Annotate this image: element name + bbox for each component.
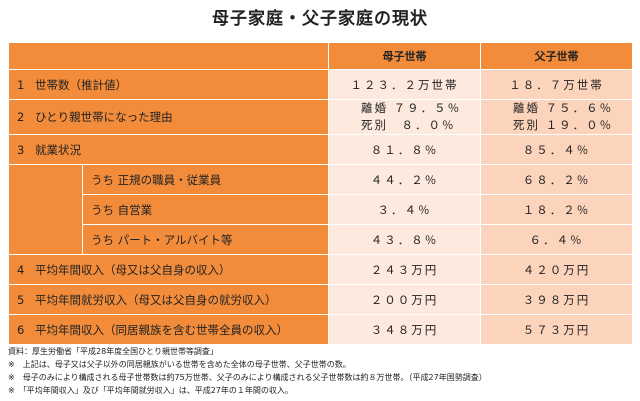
header-blank [8,42,329,70]
row-label: うち 正規の職員・従業員 [82,164,329,195]
header-father: 父子世帯 [480,42,633,70]
row-label: うち パート・アルバイト等 [82,224,329,255]
cell-father: １８．７万世帯 [480,69,633,100]
footnote: ※ 「平均年間収入」及び「平均年間就労収入」は、平成27年の１年間の収入。 [8,386,293,395]
row-label-text: ひとり親世帯になった理由 [35,110,173,124]
cell-father: 離婚 ７５．６％ 死別 １９．０％ [480,99,633,135]
table-row: 3 就業状況 ８１．８％ ８５．４％ [8,134,633,165]
row-label: うち 自営業 [82,194,329,225]
table-row: うち 自営業 ３．４％ １８．２％ [9,194,633,225]
row-number: 1 [17,77,25,92]
row-label-text: 世帯数（推計値） [35,77,127,92]
row-number: 6 [17,322,25,337]
row-label: 5 平均年間就労収入（母又は父自身の就労収入） [8,284,329,315]
cell-mother: ４４．２％ [328,164,481,195]
cell-line: 死別 ８．０％ [361,118,456,132]
cell-father: １８．２％ [480,194,633,225]
cell-father: ６．４％ [480,224,633,255]
row-label: 4 平均年間収入（母又は父自身の収入） [8,254,329,285]
row-number: 3 [17,142,25,157]
table-row: うち 正規の職員・従業員 ４４．２％ ６８．２％ [8,164,633,255]
footnote: ※ 母子のみにより構成される母子世帯数は約75万世帯、父子のみにより構成される父… [8,373,487,382]
footnote: ※ 上記は、母子又は父子以外の同居親族がいる世帯を含めた全体の母子世帯、父子世帯… [8,360,351,369]
row-label-text: 平均年間収入（母又は父自身の収入） [35,262,231,277]
row-label: 3 就業状況 [8,134,329,165]
table-row: 4 平均年間収入（母又は父自身の収入） ２４３万円 ４２０万円 [8,254,633,285]
footnote-source: 資料：厚生労働省「平成28年度全国ひとり親世帯等調査」 [8,347,218,356]
cell-father: ８５．４％ [480,134,633,165]
row-number: 5 [17,292,25,307]
header-mother: 母子世帯 [328,42,481,70]
table-row: 5 平均年間就労収入（母又は父自身の就労収入） ２００万円 ３９８万円 [8,284,633,315]
row-label-text: 就業状況 [35,142,81,157]
cell-father: ４２０万円 [480,254,633,285]
cell-line: 離婚 ７５．６％ [513,101,614,115]
table-row: 1 世帯数（推計値） １２３．２万世帯 １８．７万世帯 [8,69,633,100]
row-number: 4 [17,262,25,277]
row-number: 2 [17,110,25,124]
footnotes: 資料：厚生労働省「平成28年度全国ひとり親世帯等調査」 ※ 上記は、母子又は父子… [8,345,632,397]
table-header-row: 母子世帯 父子世帯 [8,42,633,70]
row-label: 2 ひとり親世帯になった理由 [8,99,329,135]
row-label: 1 世帯数（推計値） [8,69,329,100]
cell-mother: ４３．８％ [328,224,481,255]
cell-line: 離婚 ７９．５％ [361,101,462,115]
row-label: 6 平均年間収入（同居親族を含む世帯全員の収入） [8,314,329,345]
table-row: 6 平均年間収入（同居親族を含む世帯全員の収入） ３４８万円 ５７３万円 [8,314,633,345]
cell-mother: １２３．２万世帯 [328,69,481,100]
cell-mother: 離婚 ７９．５％ 死別 ８．０％ [328,99,481,135]
row-label-text: 平均年間就労収入（母又は父自身の就労収入） [35,292,277,307]
cell-mother: ３．４％ [328,194,481,225]
cell-mother: ３４８万円 [328,314,481,345]
table-row: うち パート・アルバイト等 ４３．８％ ６．４％ [9,224,633,255]
statistics-table: 母子世帯 父子世帯 1 世帯数（推計値） １２３．２万世帯 １８．７万世帯 2 ひと… [8,42,633,345]
cell-mother: ８１．８％ [328,134,481,165]
row-label-text: 平均年間収入（同居親族を含む世帯全員の収入） [35,322,288,337]
cell-father: ６８．２％ [480,164,633,195]
indent-spacer [8,164,83,255]
cell-line: 死別 １９．０％ [513,118,614,132]
cell-father: ５７３万円 [480,314,633,345]
cell-father: ３９８万円 [480,284,633,315]
table-row: 2 ひとり親世帯になった理由 離婚 ７９．５％ 死別 ８．０％ 離婚 ７５．６％ … [8,99,633,135]
cell-mother: ２４３万円 [328,254,481,285]
cell-mother: ２００万円 [328,284,481,315]
page-title: 母子家庭・父子家庭の現状 [212,9,428,29]
